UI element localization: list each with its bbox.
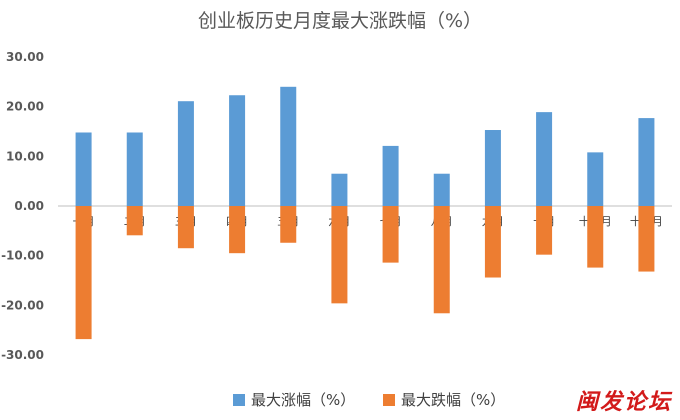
bar-max-loss	[484, 206, 501, 278]
y-tick-label: -20.00	[1, 298, 44, 312]
y-tick-label: 30.00	[6, 50, 44, 64]
y-tick-label: -10.00	[1, 249, 44, 263]
legend-label: 最大跌幅（%）	[401, 391, 505, 409]
bar-max-gain	[587, 152, 604, 206]
bar-max-gain	[331, 173, 348, 206]
chart-title: 创业板历史月度最大涨跌幅（%）	[197, 10, 483, 32]
bar-max-loss	[638, 206, 655, 272]
legend-swatch	[383, 394, 395, 406]
legend-swatch	[233, 394, 245, 406]
bar-max-gain	[484, 130, 501, 206]
y-tick-label: 20.00	[6, 100, 44, 114]
y-tick-label: -30.00	[1, 348, 44, 362]
bar-max-loss	[75, 206, 92, 340]
bar-max-loss	[382, 206, 399, 263]
bar-max-gain	[126, 132, 143, 206]
bar-max-gain	[75, 132, 92, 206]
bar-max-loss	[587, 206, 604, 268]
bar-max-gain	[229, 95, 246, 206]
bar-max-gain	[536, 112, 553, 206]
bar-max-loss	[280, 206, 297, 243]
bar-max-loss	[331, 206, 348, 304]
bar-max-loss	[229, 206, 246, 254]
legend-label: 最大涨幅（%）	[251, 391, 355, 409]
bar-max-gain	[638, 118, 655, 206]
watermark-text: 闽发论坛	[575, 389, 672, 415]
bar-max-loss	[177, 206, 194, 249]
y-tick-label: 0.00	[14, 199, 44, 213]
bar-max-gain	[177, 101, 194, 206]
bar-max-loss	[126, 206, 143, 236]
bar-max-loss	[536, 206, 553, 255]
bar-max-gain	[280, 86, 297, 206]
bars-layer	[75, 86, 655, 340]
bar-max-gain	[433, 173, 450, 206]
y-tick-label: 10.00	[6, 149, 44, 163]
legend: 最大涨幅（%） 最大跌幅（%）	[233, 391, 505, 409]
bar-max-gain	[382, 145, 399, 206]
bar-max-loss	[433, 206, 450, 314]
